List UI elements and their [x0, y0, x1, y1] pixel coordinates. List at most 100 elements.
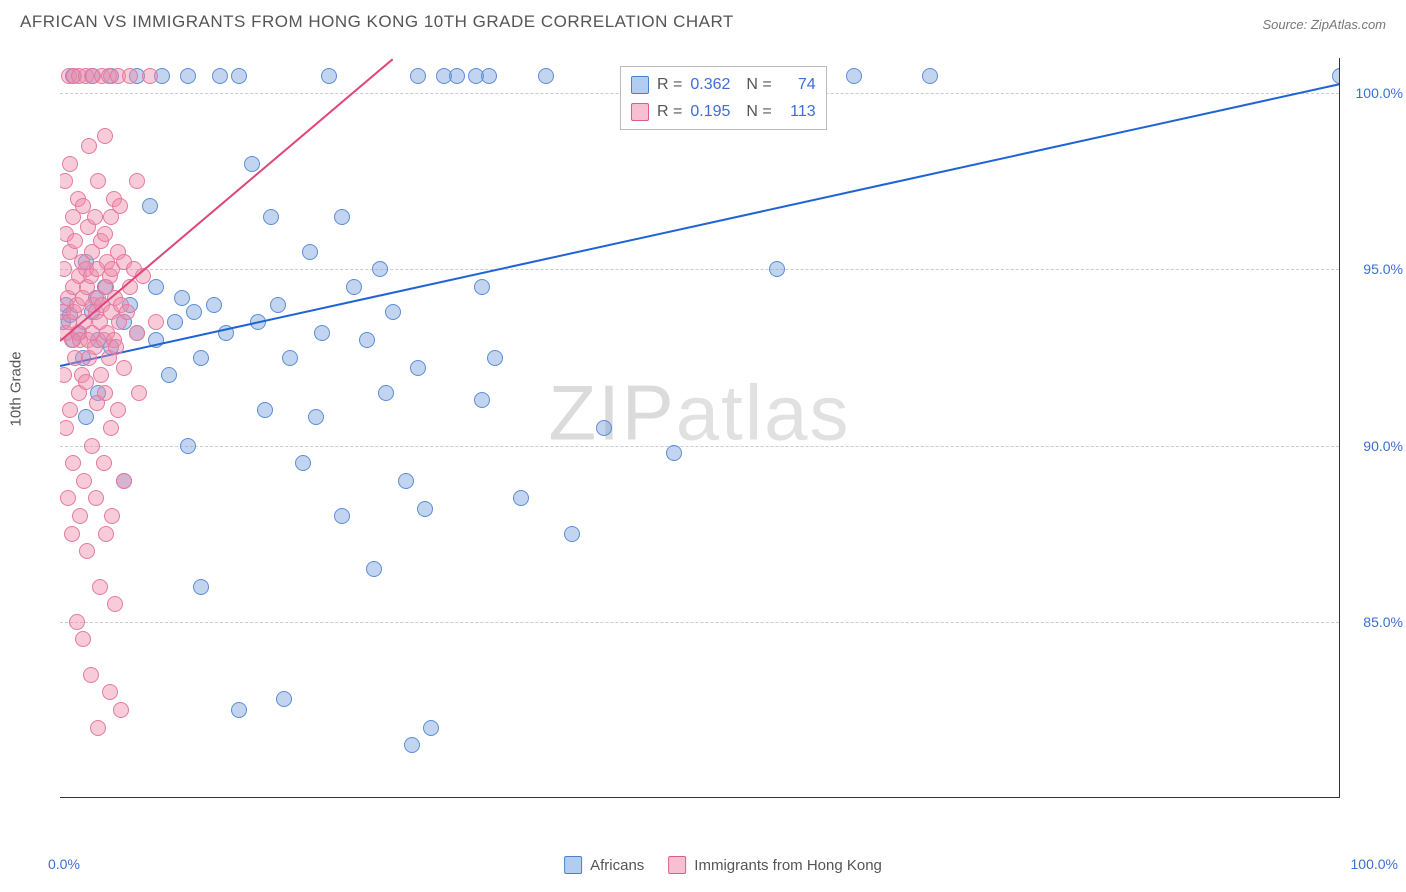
data-point: [346, 279, 362, 295]
x-axis-min-label: 0.0%: [48, 856, 80, 872]
data-point: [129, 325, 145, 341]
data-point: [161, 367, 177, 383]
data-point: [60, 173, 73, 189]
gridline: [60, 269, 1339, 270]
watermark-bold: ZIP: [548, 368, 675, 456]
x-tick: [380, 797, 381, 798]
data-point: [112, 198, 128, 214]
x-tick: [1180, 797, 1181, 798]
data-point: [92, 579, 108, 595]
data-point: [846, 68, 862, 84]
legend-swatch: [668, 856, 686, 874]
legend-swatch: [631, 103, 649, 121]
bottom-legend: Africans Immigrants from Hong Kong: [564, 856, 882, 874]
data-point: [212, 68, 228, 84]
data-point: [1332, 68, 1340, 84]
data-point: [83, 667, 99, 683]
y-axis-label: 10th Grade: [8, 351, 25, 426]
data-point: [334, 508, 350, 524]
data-point: [119, 304, 135, 320]
data-point: [90, 173, 106, 189]
data-point: [180, 438, 196, 454]
data-point: [78, 409, 94, 425]
gridline: [60, 622, 1339, 623]
data-point: [263, 209, 279, 225]
data-point: [666, 445, 682, 461]
legend-label: Africans: [590, 857, 644, 874]
data-point: [423, 720, 439, 736]
data-point: [96, 455, 112, 471]
data-point: [257, 402, 273, 418]
x-axis-max-label: 100.0%: [1351, 856, 1398, 872]
data-point: [76, 473, 92, 489]
plot-area: ZIPatlas R =0.362N =74R =0.195N =113: [60, 58, 1340, 798]
stat-r-value: 0.195: [690, 98, 738, 125]
stat-r-label: R =: [657, 98, 682, 125]
y-tick-label: 85.0%: [1348, 614, 1403, 630]
data-point: [366, 561, 382, 577]
data-point: [174, 290, 190, 306]
data-point: [88, 490, 104, 506]
data-point: [244, 156, 260, 172]
data-point: [474, 392, 490, 408]
data-point: [102, 684, 118, 700]
data-point: [84, 438, 100, 454]
data-point: [110, 402, 126, 418]
data-point: [93, 367, 109, 383]
data-point: [90, 720, 106, 736]
data-point: [769, 261, 785, 277]
data-point: [129, 173, 145, 189]
stat-n-value: 113: [780, 98, 816, 125]
data-point: [81, 138, 97, 154]
watermark: ZIPatlas: [548, 367, 850, 458]
data-point: [107, 596, 123, 612]
data-point: [97, 226, 113, 242]
data-point: [79, 543, 95, 559]
data-point: [487, 350, 503, 366]
data-point: [72, 508, 88, 524]
watermark-thin: atlas: [676, 368, 851, 456]
data-point: [193, 579, 209, 595]
data-point: [60, 261, 72, 277]
data-point: [69, 614, 85, 630]
stat-n-label: N =: [746, 71, 771, 98]
y-tick-label: 90.0%: [1348, 438, 1403, 454]
data-point: [97, 385, 113, 401]
data-point: [87, 209, 103, 225]
data-point: [78, 374, 94, 390]
data-point: [60, 490, 76, 506]
x-tick: [1020, 797, 1021, 798]
chart-title: AFRICAN VS IMMIGRANTS FROM HONG KONG 10T…: [20, 12, 734, 32]
data-point: [474, 279, 490, 295]
legend-label: Immigrants from Hong Kong: [694, 857, 882, 874]
y-tick-label: 100.0%: [1348, 85, 1403, 101]
gridline: [60, 446, 1339, 447]
data-point: [186, 304, 202, 320]
data-point: [321, 68, 337, 84]
data-point: [142, 198, 158, 214]
data-point: [334, 209, 350, 225]
data-point: [193, 350, 209, 366]
y-tick-label: 95.0%: [1348, 261, 1403, 277]
data-point: [596, 420, 612, 436]
data-point: [295, 455, 311, 471]
data-point: [60, 420, 74, 436]
data-point: [62, 156, 78, 172]
data-point: [378, 385, 394, 401]
data-point: [131, 385, 147, 401]
data-point: [104, 508, 120, 524]
x-tick: [220, 797, 221, 798]
data-point: [98, 526, 114, 542]
stat-n-label: N =: [746, 98, 771, 125]
data-point: [116, 360, 132, 376]
data-point: [385, 304, 401, 320]
x-tick: [860, 797, 861, 798]
legend-swatch: [631, 76, 649, 94]
data-point: [122, 68, 138, 84]
data-point: [62, 402, 78, 418]
data-point: [308, 409, 324, 425]
data-point: [276, 691, 292, 707]
legend-item: Africans: [564, 856, 644, 874]
stat-n-value: 74: [780, 71, 816, 98]
data-point: [64, 526, 80, 542]
